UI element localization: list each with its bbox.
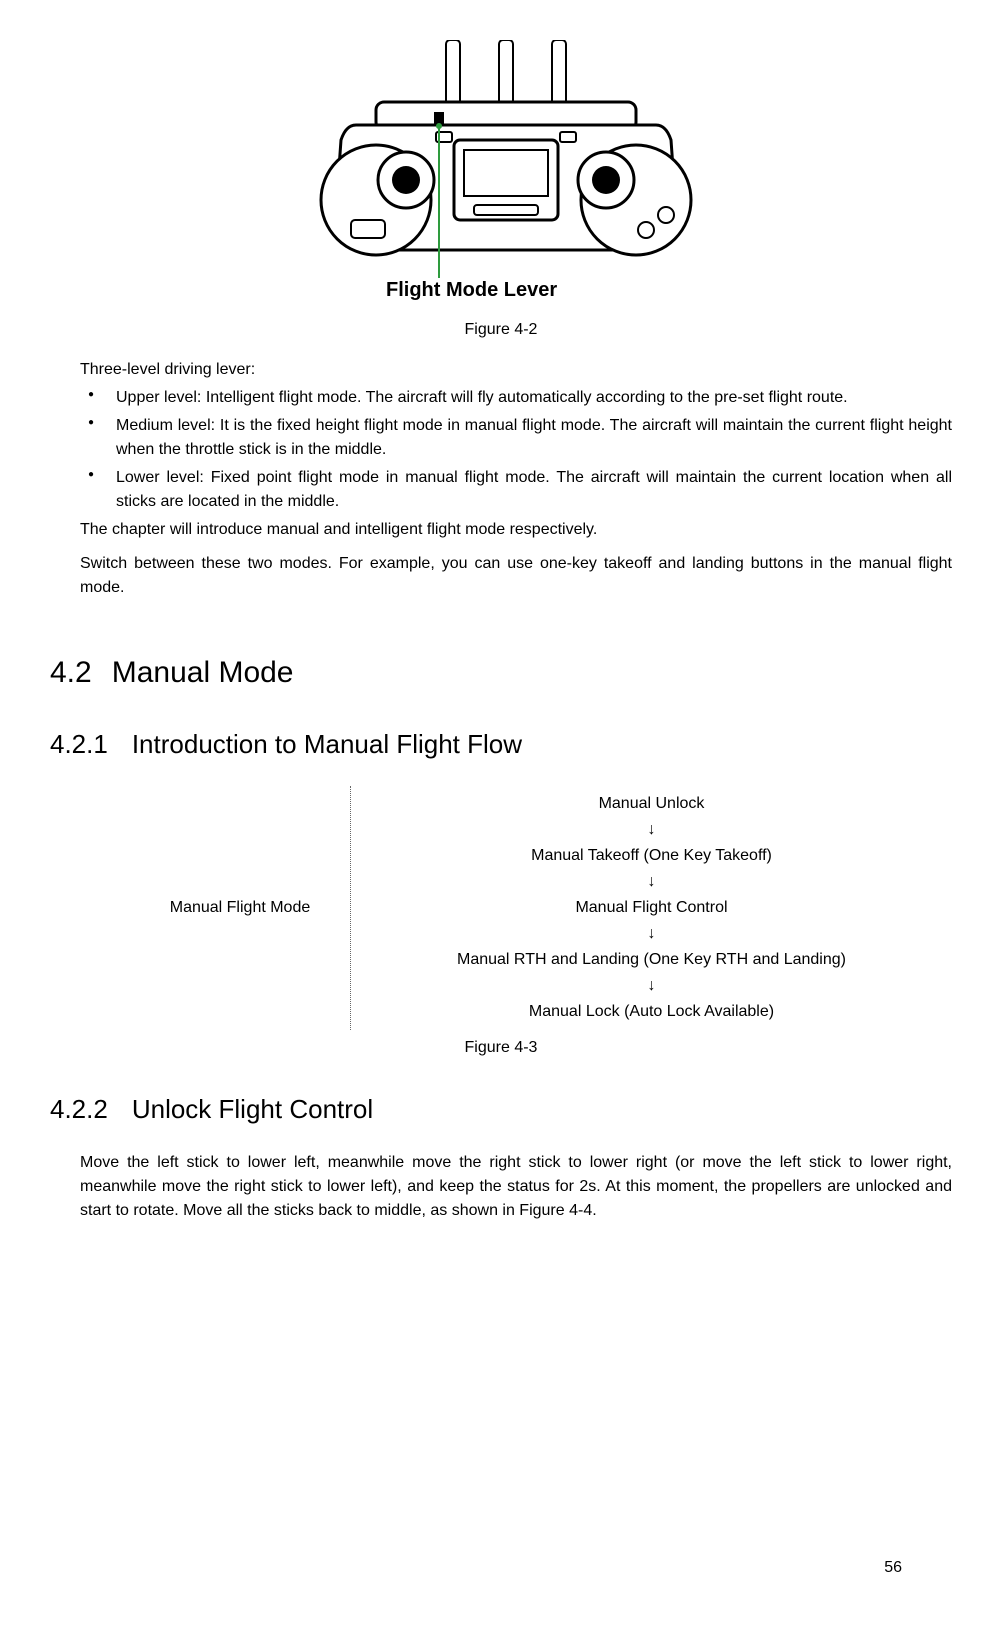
page-number: 56	[884, 1556, 902, 1580]
subsection-4-2-2-heading: 4.2.2 Unlock Flight Control	[50, 1090, 952, 1129]
controller-illustration: Flight Mode Lever	[236, 40, 766, 300]
flow-step: Manual RTH and Landing (One Key RTH and …	[381, 948, 922, 972]
subsection-number: 4.2.1	[50, 729, 108, 759]
flow-step: Manual Flight Control	[381, 896, 922, 920]
flow-step: Manual Takeoff (One Key Takeoff)	[381, 844, 922, 868]
flow-steps: Manual Unlock ↓ Manual Takeoff (One Key …	[350, 786, 952, 1030]
bullet-lower: Lower level: Fixed point flight mode in …	[80, 466, 952, 514]
bullet-medium: Medium level: It is the fixed height fli…	[80, 414, 952, 462]
section-4-2-heading: 4.2 Manual Mode	[50, 650, 952, 695]
flow-arrow: ↓	[381, 922, 922, 946]
figure-4-2-caption: Figure 4-2	[50, 318, 952, 342]
subsection-title: Unlock Flight Control	[132, 1094, 373, 1124]
controller-figure: Flight Mode Lever	[50, 40, 952, 308]
flow-arrow: ↓	[381, 818, 922, 842]
section-title: Manual Mode	[112, 656, 294, 689]
flow-arrow: ↓	[381, 974, 922, 998]
unlock-paragraph: Move the left stick to lower left, meanw…	[80, 1151, 952, 1223]
figure-4-3-caption: Figure 4-3	[50, 1036, 952, 1060]
switch-modes-line: Switch between these two modes. For exam…	[80, 552, 952, 600]
lever-bullet-list: Upper level: Intelligent flight mode. Th…	[80, 386, 952, 514]
flow-left-label: Manual Flight Mode	[130, 786, 350, 1030]
flow-arrow: ↓	[381, 870, 922, 894]
flow-step: Manual Lock (Auto Lock Available)	[381, 1000, 922, 1024]
chapter-intro-line: The chapter will introduce manual and in…	[80, 518, 952, 542]
intro-line: Three-level driving lever:	[80, 358, 952, 382]
bullet-upper: Upper level: Intelligent flight mode. Th…	[80, 386, 952, 410]
flow-step: Manual Unlock	[381, 792, 922, 816]
subsection-title: Introduction to Manual Flight Flow	[132, 729, 522, 759]
subsection-number: 4.2.2	[50, 1094, 108, 1124]
flight-mode-lever-label: Flight Mode Lever	[386, 279, 557, 300]
section-number: 4.2	[50, 656, 92, 689]
flow-diagram: Manual Flight Mode Manual Unlock ↓ Manua…	[130, 786, 952, 1030]
subsection-4-2-1-heading: 4.2.1 Introduction to Manual Flight Flow	[50, 725, 952, 764]
